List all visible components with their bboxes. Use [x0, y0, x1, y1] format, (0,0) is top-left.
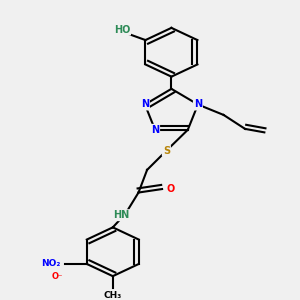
Text: N: N	[151, 125, 159, 135]
Text: S: S	[163, 146, 170, 156]
Text: HN: HN	[113, 210, 130, 220]
Text: CH₃: CH₃	[104, 291, 122, 300]
Text: N: N	[141, 100, 149, 110]
Text: NO₂: NO₂	[41, 260, 60, 268]
Text: HO: HO	[114, 25, 130, 34]
Text: O: O	[167, 184, 175, 194]
Text: O⁻: O⁻	[51, 272, 62, 281]
Text: N: N	[194, 100, 202, 110]
